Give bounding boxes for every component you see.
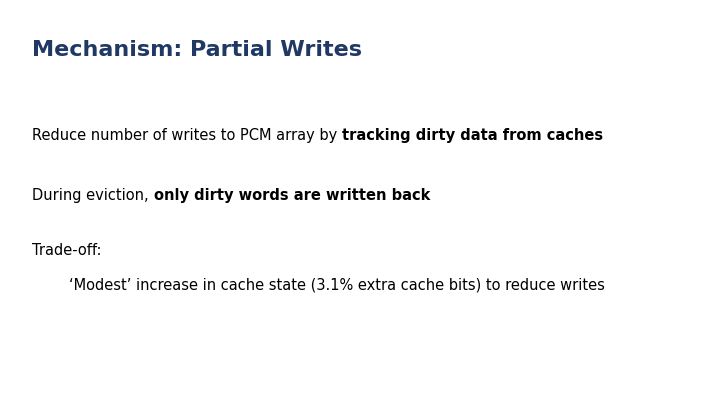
Text: tracking dirty data from caches: tracking dirty data from caches xyxy=(342,128,603,143)
Text: Trade-off:: Trade-off: xyxy=(32,243,102,258)
Text: only dirty words are written back: only dirty words are written back xyxy=(153,188,430,203)
Text: During eviction,: During eviction, xyxy=(32,188,153,203)
Text: Mechanism: Partial Writes: Mechanism: Partial Writes xyxy=(32,40,362,60)
Text: ‘Modest’ increase in cache state (3.1% extra cache bits) to reduce writes: ‘Modest’ increase in cache state (3.1% e… xyxy=(32,277,606,292)
Text: Reduce number of writes to PCM array by: Reduce number of writes to PCM array by xyxy=(32,128,342,143)
